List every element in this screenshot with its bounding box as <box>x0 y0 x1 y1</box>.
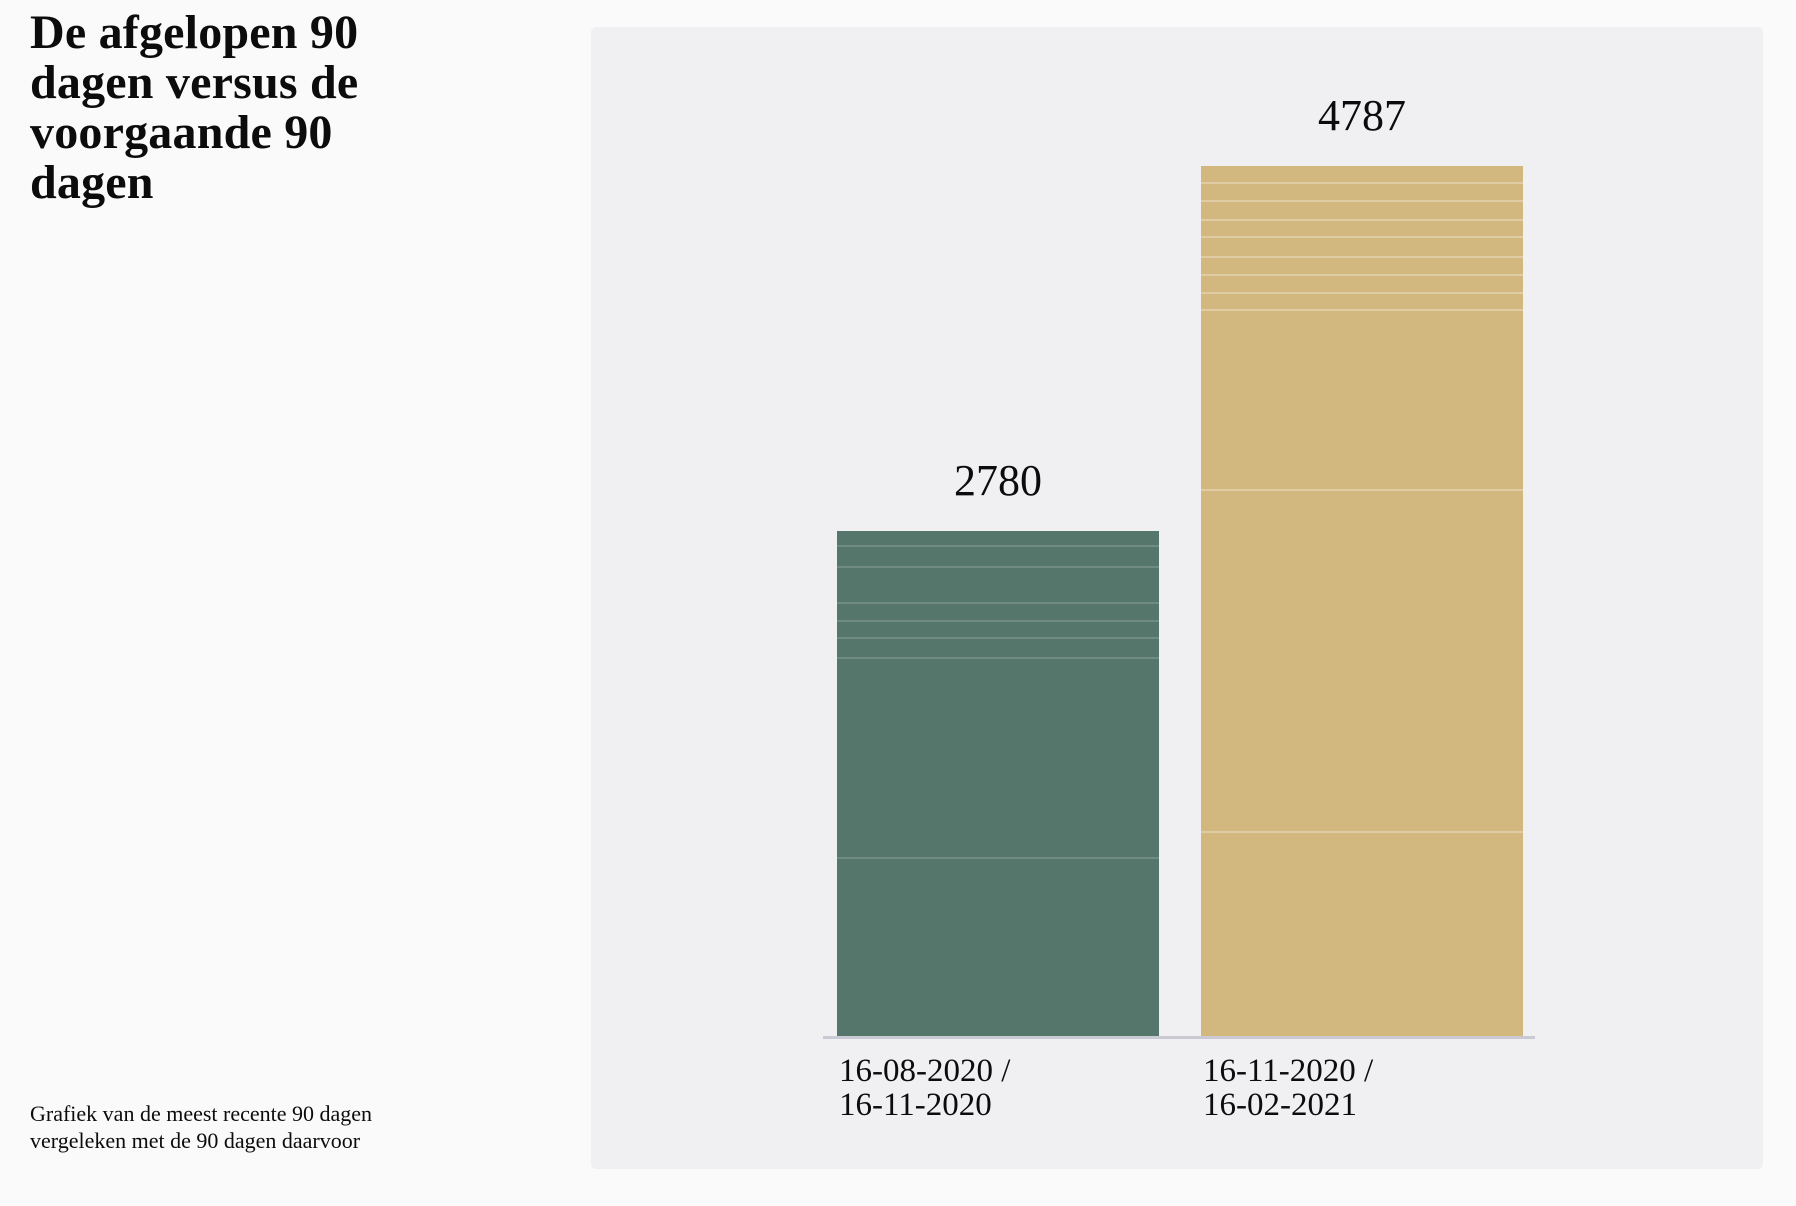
chart-panel: 2780 4787 16-08-2020 / 16-11-2020 16-11-… <box>591 27 1763 1169</box>
bar-value-label-recent: 4787 <box>1318 91 1406 140</box>
chart-title: De afgelopen 90 dagen versus de voorgaan… <box>30 8 460 208</box>
bar-segment-divider <box>1201 292 1523 294</box>
bar-group-recent-period: 4787 <box>1201 27 1523 1036</box>
bar-group-previous-period: 2780 <box>837 27 1159 1036</box>
chart-title-line: dagen versus de <box>30 56 359 109</box>
x-axis-label-line: 16-11-2020 / <box>1203 1053 1374 1089</box>
bar-segment-divider <box>837 857 1159 859</box>
bar-segment-divider <box>837 657 1159 659</box>
chart-title-line: voorgaande 90 <box>30 106 333 159</box>
bar-segment-divider <box>1201 831 1523 833</box>
bar-segment-divider <box>1201 309 1523 311</box>
bar-segment-divider <box>1201 274 1523 276</box>
bar-segment-divider <box>837 602 1159 604</box>
chart-caption-line: vergeleken met de 90 dagen daarvoor <box>30 1128 361 1153</box>
bar-recent-period <box>1201 166 1523 1036</box>
bar-segment-divider <box>1201 200 1523 202</box>
x-axis-label-line: 16-02-2021 <box>1203 1087 1357 1123</box>
bar-segment-divider <box>1201 182 1523 184</box>
x-axis-label-line: 16-08-2020 / <box>839 1053 1011 1089</box>
x-axis-line <box>823 1036 1535 1039</box>
chart-title-line: De afgelopen 90 <box>30 6 359 59</box>
bar-segment-divider <box>1201 236 1523 238</box>
bar-segment-divider <box>1201 219 1523 221</box>
chart-caption: Grafiek van de meest recente 90 dagen ve… <box>30 1100 490 1154</box>
bar-segment-divider <box>837 620 1159 622</box>
bar-segment-divider <box>837 566 1159 568</box>
x-axis-label-recent-period: 16-11-2020 / 16-02-2021 <box>1203 1054 1563 1122</box>
bar-segment-divider <box>837 637 1159 639</box>
x-axis-label-previous-period: 16-08-2020 / 16-11-2020 <box>839 1054 1199 1122</box>
chart-caption-line: Grafiek van de meest recente 90 dagen <box>30 1101 373 1126</box>
bar-value-label-previous: 2780 <box>954 456 1042 505</box>
bar-segment-divider <box>837 545 1159 547</box>
x-axis-label-line: 16-11-2020 <box>839 1087 992 1123</box>
bar-segment-divider <box>1201 489 1523 491</box>
chart-title-line: dagen <box>30 156 154 209</box>
bar-segment-divider <box>1201 256 1523 258</box>
bar-previous-period <box>837 531 1159 1036</box>
